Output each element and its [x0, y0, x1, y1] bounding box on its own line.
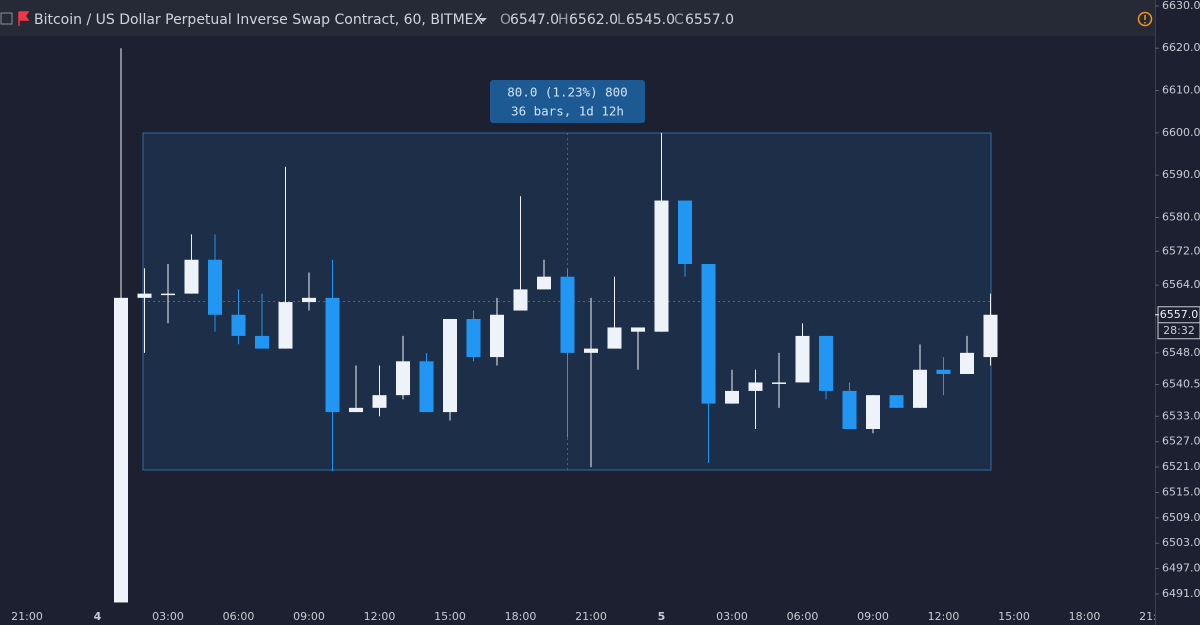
- y-tick-label: 6503.0: [1162, 536, 1200, 549]
- y-tick-label: 6630.0: [1162, 0, 1200, 12]
- ohlc-key: C: [674, 12, 684, 28]
- ohlc-value: 6545.0: [626, 12, 675, 28]
- candle-body: [866, 395, 880, 429]
- y-tick-label: 6497.0: [1162, 562, 1200, 575]
- candle-body: [278, 302, 293, 349]
- x-tick-label: 12:00: [928, 610, 960, 623]
- candle-body: [748, 382, 763, 391]
- candle-body: [419, 361, 434, 413]
- ohlc-value: 6547.0: [510, 12, 559, 28]
- candle-body: [889, 395, 904, 408]
- candle-body: [936, 369, 951, 374]
- candle-body: [819, 335, 833, 391]
- candle-body: [701, 264, 716, 404]
- flag-icon[interactable]: [18, 11, 30, 26]
- y-tick-label: 6610.0: [1162, 84, 1200, 97]
- candle-body: [584, 348, 598, 353]
- candle-body: [443, 319, 457, 413]
- candle-body: [631, 327, 645, 332]
- candle-body: [137, 293, 152, 298]
- last-price-label: 6557.0: [1160, 308, 1199, 321]
- ohlc-key: L: [617, 12, 625, 28]
- candle-body: [725, 390, 739, 404]
- symbol-title[interactable]: Bitcoin / US Dollar Perpetual Inverse Sw…: [34, 12, 484, 28]
- countdown-label: 28:32: [1163, 324, 1195, 337]
- x-tick-label: 21:00: [11, 610, 43, 623]
- candle-body: [795, 335, 810, 383]
- x-tick-label: 03:00: [716, 610, 748, 623]
- measure-label: 80.0 (1.23%) 800 36 bars, 1d 12h: [490, 80, 645, 123]
- y-tick-label: 6600.0: [1162, 126, 1200, 139]
- candle-body: [325, 297, 340, 413]
- y-tick-label: 6580.0: [1162, 210, 1200, 223]
- x-tick-label: 15:00: [998, 610, 1030, 623]
- candle-body: [255, 335, 269, 349]
- candle-body: [114, 297, 128, 603]
- x-tick-label: 06:00: [223, 610, 255, 623]
- ohlc-value: 6557.0: [685, 12, 734, 28]
- header-bar: [0, 0, 1155, 36]
- candle-body: [302, 297, 316, 303]
- candle-body: [490, 314, 504, 358]
- candle-body: [208, 259, 222, 315]
- ohlc-value: 6562.0: [569, 12, 618, 28]
- candle-body: [960, 352, 974, 374]
- x-tick-label: 09:00: [857, 610, 889, 623]
- y-tick-label: 6590.0: [1162, 168, 1200, 181]
- dropdown-icon[interactable]: [479, 18, 487, 22]
- measure-line: 36 bars, 1d 12h: [511, 104, 624, 119]
- warning-icon[interactable]: [1137, 11, 1153, 27]
- candle-body: [842, 390, 857, 429]
- header: Bitcoin / US Dollar Perpetual Inverse Sw…: [0, 11, 1153, 28]
- candle-body: [654, 200, 669, 332]
- x-tick-label: 18:00: [505, 610, 537, 623]
- y-tick-label: 6491.0: [1162, 587, 1200, 600]
- candle-body: [231, 314, 246, 336]
- plot-area: [114, 48, 998, 603]
- y-tick-label: 6540.5: [1162, 378, 1200, 391]
- candle-body: [537, 276, 551, 290]
- measure-box: [490, 80, 645, 123]
- candle-body: [678, 200, 692, 264]
- price-axis: 6630.0 6620.0 6610.0 6600.0 6590.0 6580.0 6572…: [1155, 0, 1200, 625]
- x-tick-label: 4: [94, 610, 102, 623]
- x-tick-label: 12:00: [364, 610, 396, 623]
- x-tick-label: 5: [658, 610, 666, 623]
- y-tick-label: 6548.0: [1162, 346, 1200, 359]
- candle-body: [560, 276, 575, 353]
- candle-body: [184, 259, 199, 294]
- ohlc-key: O: [500, 12, 511, 28]
- y-tick-label: 6521.0: [1162, 460, 1200, 473]
- y-tick-label: 6620.0: [1162, 41, 1200, 54]
- layout-icon[interactable]: [0, 12, 13, 25]
- candle-body: [772, 382, 786, 384]
- x-tick-label: 09:00: [293, 610, 325, 623]
- x-tick-label: 18:00: [1069, 610, 1101, 623]
- candle-body: [513, 289, 528, 311]
- y-tick-label: 6509.0: [1162, 511, 1200, 524]
- candle-body: [372, 395, 387, 408]
- candle-body: [913, 369, 927, 408]
- x-tick-label: 06:00: [787, 610, 819, 623]
- x-tick-label: 15:00: [434, 610, 466, 623]
- candle-body: [466, 319, 481, 358]
- y-tick-label: 6527.0: [1162, 435, 1200, 448]
- measure-line: 80.0 (1.23%) 800: [507, 85, 627, 100]
- x-tick-label: 03:00: [152, 610, 184, 623]
- candle-body: [349, 407, 363, 413]
- y-tick-label: 6572.0: [1162, 244, 1200, 257]
- ohlc-key: H: [558, 12, 569, 28]
- y-tick-label: 6564.0: [1162, 278, 1200, 291]
- y-tick-label: 6515.0: [1162, 485, 1200, 498]
- y-tick-label: 6533.0: [1162, 409, 1200, 422]
- candle-body: [161, 293, 175, 296]
- candle-body: [396, 361, 410, 396]
- x-tick-label: 21:00: [575, 610, 607, 623]
- candle-body: [607, 327, 622, 349]
- candle-body: [983, 314, 998, 358]
